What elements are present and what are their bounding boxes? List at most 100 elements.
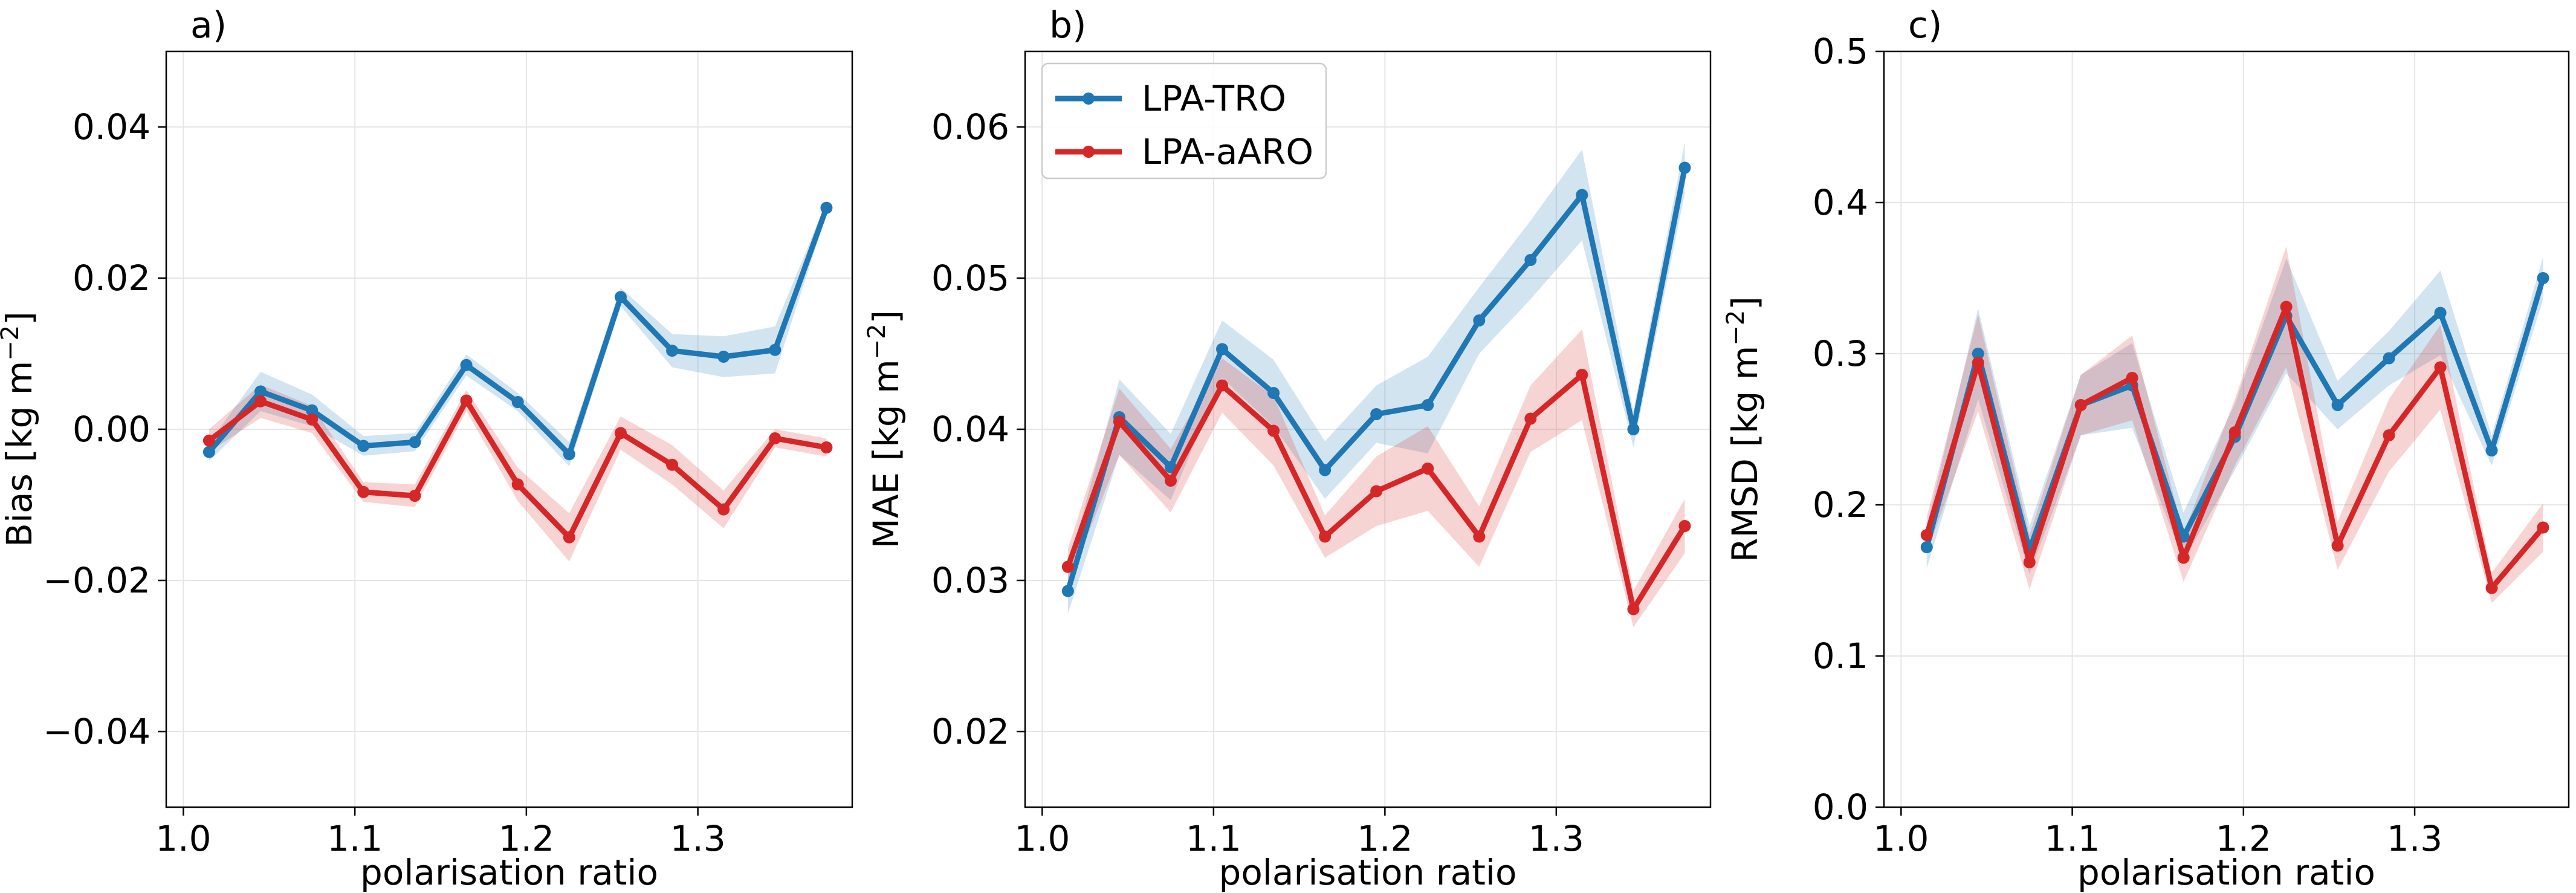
y-axis-label: MAE [kg m−2] xyxy=(863,310,907,548)
y-tick-label: 0.1 xyxy=(1813,635,1868,677)
lpa-aaro-point xyxy=(2228,426,2241,438)
lpa-aaro-point xyxy=(1678,520,1691,532)
y-tick-label: 0.2 xyxy=(1813,484,1868,525)
x-tick-label: 1.3 xyxy=(2387,818,2442,859)
lpa-aaro-point xyxy=(614,427,627,440)
y-axis-label-text: MAE [kg m xyxy=(866,359,907,548)
lpa-aaro-point xyxy=(666,458,679,471)
lpa-tro-point xyxy=(2331,399,2344,411)
y-tick-label: 0.4 xyxy=(1813,182,1868,223)
lpa-tro-point xyxy=(1524,254,1537,266)
axes-frame xyxy=(1883,50,2570,808)
y-tick-label: 0.03 xyxy=(931,560,1009,601)
x-tick-label: 1.1 xyxy=(1186,818,1241,859)
lpa-aaro-point xyxy=(511,478,524,491)
y-axis-label-text: RMSD [kg m xyxy=(1724,346,1765,562)
y-axis-label-exponent: −2 xyxy=(863,323,891,359)
x-tick-label: 1.3 xyxy=(1529,818,1584,859)
lpa-aaro-point xyxy=(717,503,730,516)
lpa-aaro-uncertainty-band xyxy=(209,385,827,562)
lpa-aaro-point xyxy=(2177,551,2190,564)
lpa-aaro-point xyxy=(1576,369,1588,381)
x-axis-label: polarisation ratio xyxy=(2077,852,2375,893)
lpa-aaro-point xyxy=(1473,530,1486,543)
lpa-aaro-point xyxy=(1627,603,1640,615)
lpa-tro-point xyxy=(460,359,473,371)
lpa-tro-uncertainty-band xyxy=(1067,142,1685,614)
x-tick-label: 1.0 xyxy=(1873,818,1929,859)
lpa-aaro-point xyxy=(1113,415,1125,428)
lpa-tro-point xyxy=(1576,189,1588,201)
lpa-tro-line xyxy=(1065,167,1688,592)
y-tick-label: 0.06 xyxy=(931,106,1009,148)
x-tick-label: 1.2 xyxy=(1357,818,1413,859)
lpa-aaro-point xyxy=(2023,556,2036,568)
lpa-tro-point xyxy=(1370,408,1383,420)
lpa-aaro-point xyxy=(2485,582,2498,594)
lpa-tro-point xyxy=(1061,585,1074,597)
y-tick-label: 0.02 xyxy=(73,258,150,299)
y-tick-label: 0.04 xyxy=(931,409,1009,450)
panel-a: 1.0 1.1 1.2 1.3 −0.04 −0.02 0.00 0.02 0.04 polari… xyxy=(0,4,853,893)
legend-label: LPA-TRO xyxy=(1142,78,1286,119)
lpa-tro-point xyxy=(1627,423,1640,435)
lpa-tro-point xyxy=(1920,541,1933,553)
legend-swatch-marker xyxy=(1083,146,1095,158)
lpa-aaro-point xyxy=(254,395,267,408)
lpa-tro-point xyxy=(1972,348,1984,360)
x-axis-label: polarisation ratio xyxy=(360,852,658,893)
x-tick-label: 1.3 xyxy=(670,818,726,859)
lpa-tro-point xyxy=(511,396,524,408)
lpa-tro-point xyxy=(563,448,575,461)
x-tick-label: 1.2 xyxy=(499,818,554,859)
lpa-aaro-point xyxy=(1267,424,1280,437)
lpa-tro-point xyxy=(1678,161,1691,174)
y-tick-label: 0.02 xyxy=(931,711,1009,752)
lpa-tro-point xyxy=(1319,464,1332,476)
y-axis-label: RMSD [kg m−2] xyxy=(1722,296,1765,562)
y-axis-label-close: ] xyxy=(0,311,40,325)
lpa-aaro-point xyxy=(2074,399,2087,411)
panel-label-a: a) xyxy=(190,4,227,47)
lpa-aaro-point xyxy=(2537,521,2549,534)
lpa-tro-point xyxy=(1473,314,1486,326)
lpa-aaro-point xyxy=(1920,529,1933,541)
legend-swatch-marker xyxy=(1083,93,1095,105)
lpa-tro-point xyxy=(254,385,267,398)
x-axis-label: polarisation ratio xyxy=(1219,852,1517,893)
lpa-aaro-point xyxy=(1216,379,1229,392)
lpa-aaro-point xyxy=(409,490,421,502)
lpa-tro-point xyxy=(2537,272,2549,284)
lpa-tro-point xyxy=(2383,352,2395,365)
y-axis-label: Bias [kg m−2] xyxy=(0,311,40,547)
lpa-aaro-point xyxy=(1972,357,1984,369)
lpa-aaro-point xyxy=(1319,530,1332,543)
lpa-aaro-point xyxy=(769,432,782,444)
lpa-aaro-uncertainty-band xyxy=(1067,330,1685,628)
lpa-aaro-point xyxy=(2434,361,2447,374)
y-axis-label-exponent: −2 xyxy=(0,325,24,361)
legend: LPA-TRO LPA-aARO xyxy=(1041,62,1327,180)
panel-c: 1.0 1.1 1.2 1.3 0.0 0.1 0.2 0.3 0.4 0.5 polarisati… xyxy=(1722,4,2570,893)
panel-label-b: b) xyxy=(1049,4,1087,47)
lpa-aaro-point xyxy=(357,485,370,498)
lpa-aaro-uncertainty-band xyxy=(1926,246,2543,603)
lpa-aaro-point xyxy=(1524,412,1537,425)
lpa-aaro-point xyxy=(2280,300,2293,313)
lpa-tro-point xyxy=(2434,307,2447,319)
lpa-tro-point xyxy=(769,343,782,356)
lpa-tro-point xyxy=(202,446,215,458)
lpa-tro-point xyxy=(666,345,679,357)
lpa-tro-point xyxy=(820,201,833,214)
y-axis-label-close: ] xyxy=(1724,296,1765,310)
y-tick-label: 0.05 xyxy=(931,258,1009,299)
y-tick-label: 0.3 xyxy=(1813,333,1868,374)
lpa-tro-point xyxy=(1422,399,1434,411)
y-tick-label: 0.00 xyxy=(73,409,150,450)
lpa-tro-point xyxy=(357,440,370,452)
lpa-tro-point xyxy=(717,351,730,363)
lpa-aaro-point xyxy=(1370,485,1383,498)
y-axis-label-close: ] xyxy=(866,310,907,324)
x-tick-label: 1.1 xyxy=(2044,818,2100,859)
